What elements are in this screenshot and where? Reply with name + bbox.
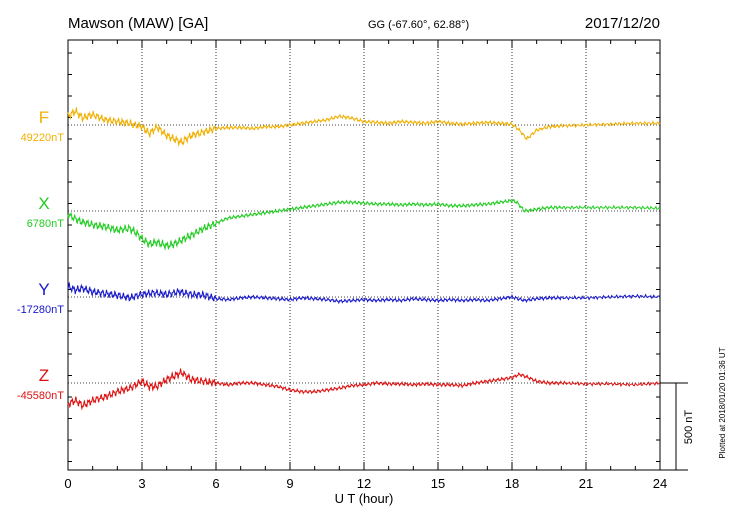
plotted-timestamp: Plotted at 2018/01/20 01:36 UT [718, 347, 727, 458]
x-tick-label: 21 [579, 476, 593, 491]
component-label-x: X [38, 194, 49, 213]
baseline-value-f: 49220nT [21, 132, 65, 144]
x-tick-label: 9 [286, 476, 293, 491]
series-line-y [67, 281, 661, 305]
component-label-y: Y [38, 280, 49, 299]
series-line-z [67, 367, 661, 411]
component-labels: F 49220nT X 6780nT Y -17280nT Z -45580nT [17, 108, 64, 402]
x-tick-label: 6 [212, 476, 219, 491]
series-line-x [67, 198, 661, 251]
x-tick-label: 12 [357, 476, 371, 491]
station-title: Mawson (MAW) [GA] [68, 15, 208, 32]
x-tick-label: 24 [653, 476, 667, 491]
x-tick-labels: 0 3 6 9 12 15 18 21 24 [64, 476, 667, 491]
x-axis-label: U T (hour) [335, 491, 394, 506]
axis-ticks [67, 40, 661, 470]
coordinates-label: GG (-67.60°, 62.88°) [368, 19, 469, 31]
date-label: 2017/12/20 [585, 15, 660, 32]
grid [68, 40, 660, 470]
series-line-f [67, 106, 661, 147]
series-layer [67, 106, 661, 411]
x-tick-label: 3 [138, 476, 145, 491]
component-label-z: Z [39, 366, 49, 385]
baseline-value-z: -45580nT [17, 390, 64, 402]
x-tick-label: 15 [431, 476, 445, 491]
baseline-value-x: 6780nT [27, 218, 65, 230]
baseline-value-y: -17280nT [17, 304, 64, 316]
x-tick-label: 0 [64, 476, 71, 491]
scale-bar-label: 500 nT [683, 410, 695, 445]
plot-frame [67, 39, 661, 471]
component-label-f: F [39, 108, 49, 127]
x-tick-label: 18 [505, 476, 519, 491]
scale-bar: 500 nT [660, 382, 695, 471]
